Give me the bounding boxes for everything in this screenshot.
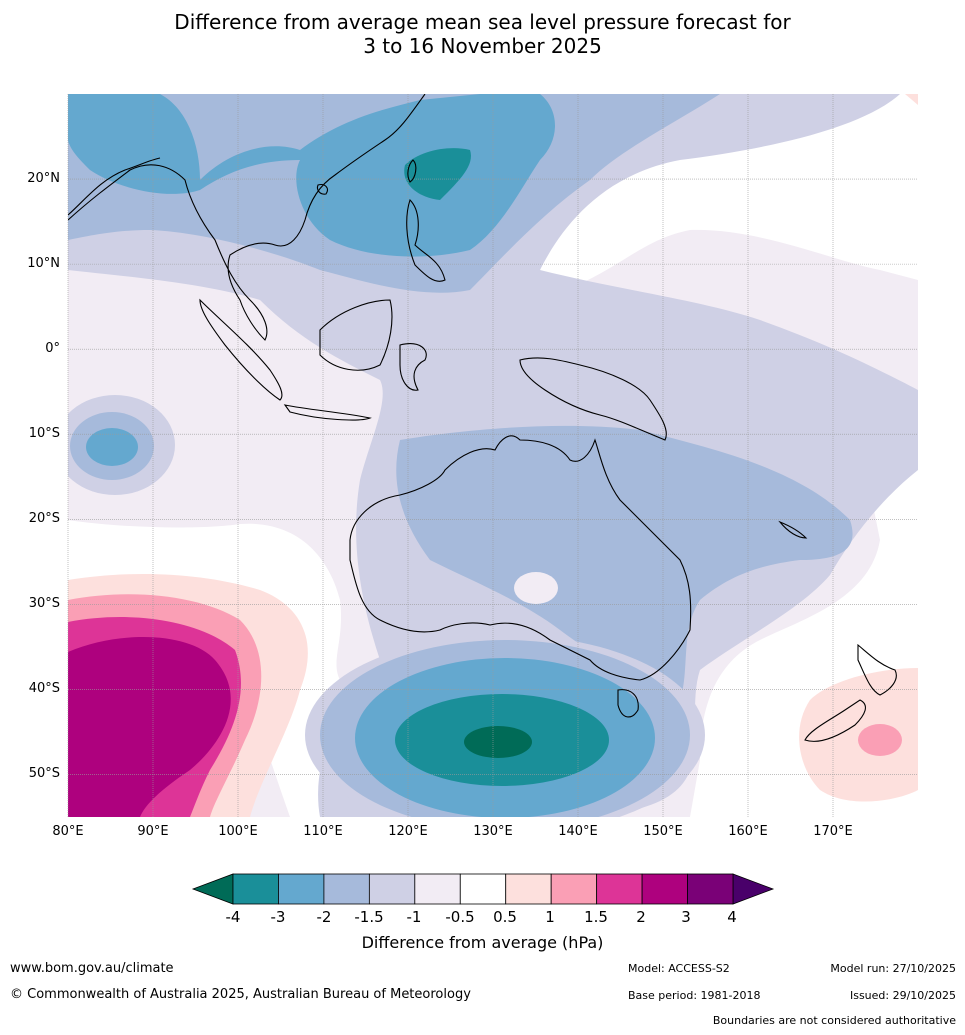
new-zealand-south-coastline [804, 699, 866, 742]
colorbar-tick: -0.5 [445, 908, 475, 926]
colorbar-tick: -2 [316, 908, 332, 926]
new-zealand-north-coastline [857, 643, 897, 696]
borneo-coastline [319, 299, 393, 371]
colorbar-swatch [687, 873, 734, 905]
colorbar-extend-low [191, 873, 234, 905]
anomaly-high-2 [68, 637, 231, 817]
graticule [67, 94, 918, 817]
taiwan-coastline [407, 159, 417, 183]
india-coastline [68, 157, 161, 216]
footer-base-period: Base period: 1981-2018 [628, 989, 761, 1002]
anomaly-band-minus-3-north [404, 148, 471, 200]
australia-coastline [349, 435, 692, 681]
colorbar-swatch [323, 873, 370, 905]
footer-disclaimer: Boundaries are not considered authoritat… [712, 1014, 956, 1027]
lat-label: 20°S [28, 511, 60, 526]
footer-model: Model: ACCESS-S2 [628, 962, 730, 975]
lon-label: 90°E [137, 824, 169, 839]
colorbar-swatch [414, 873, 461, 905]
colorbar-swatch [596, 873, 643, 905]
colorbar-swatch [641, 873, 688, 905]
anomaly-band-minus-2-north [68, 94, 555, 257]
colorbar-swatch [459, 873, 507, 905]
lon-label: 170°E [813, 824, 853, 839]
lat-label: 40°S [28, 681, 60, 696]
new-guinea-coastline [519, 357, 667, 441]
lat-label: 20°N [27, 171, 60, 186]
colorbar-tick: 2 [636, 908, 646, 926]
lon-label: 100°E [218, 824, 258, 839]
footer-website: www.bom.gov.au/climate [10, 961, 174, 976]
colorbar [191, 873, 775, 905]
new-caledonia-coastline [778, 520, 808, 539]
lat-label: 50°S [28, 766, 60, 781]
lon-label: 160°E [728, 824, 768, 839]
colorbar-swatch [505, 873, 552, 905]
colorbar-tick: -1 [406, 908, 422, 926]
asia-mainland-coastline [68, 94, 426, 341]
lat-label: 10°S [28, 426, 60, 441]
tasmania-coastline [617, 689, 639, 718]
colorbar-tick: 0.5 [493, 908, 517, 926]
lon-label: 120°E [388, 824, 428, 839]
colorbar-swatch [368, 873, 416, 905]
lon-label: 80°E [52, 824, 84, 839]
colorbar-extend-high [732, 873, 775, 905]
lat-label: 0° [45, 341, 60, 356]
java-coastline [283, 404, 372, 421]
colorbar-tick: -4 [225, 908, 241, 926]
colorbar-swatch [278, 873, 325, 905]
chart-title: Difference from average mean sea level p… [0, 10, 965, 58]
colorbar-tick: 1 [545, 908, 555, 926]
title-line-1: Difference from average mean sea level p… [174, 10, 791, 34]
colorbar-tick: 3 [681, 908, 691, 926]
anomaly-south-low-core [464, 726, 532, 758]
footer-model-run: Model run: 27/10/2025 [830, 962, 956, 975]
colorbar-tick: -1.5 [354, 908, 384, 926]
philippines-coastline [406, 198, 446, 282]
lat-label: 10°N [27, 256, 60, 271]
anomaly-australia-gap [514, 572, 558, 604]
colorbar-tick: -3 [270, 908, 286, 926]
colorbar-tick: 4 [727, 908, 737, 926]
hainan-coastline [316, 184, 328, 195]
coastlines [68, 94, 897, 742]
colorbar-title: Difference from average (hPa) [361, 933, 604, 952]
sumatra-coastline [199, 298, 283, 401]
lon-label: 150°E [643, 824, 683, 839]
anomaly-band-minus-1-5 [68, 94, 853, 700]
anomaly-nz-high-core [858, 724, 902, 756]
anomaly-nz-high [799, 668, 918, 802]
colorbar-swatch [232, 873, 279, 905]
anomaly-ne-pink [905, 94, 918, 105]
lon-label: 130°E [473, 824, 513, 839]
lon-label: 140°E [558, 824, 598, 839]
anomaly-west-core [86, 428, 138, 466]
title-line-2: 3 to 16 November 2025 [363, 34, 602, 58]
footer-copyright: © Commonwealth of Australia 2025, Austra… [10, 987, 471, 1002]
lon-label: 110°E [303, 824, 343, 839]
colorbar-swatch [550, 873, 598, 905]
pressure-anomaly-field [68, 94, 918, 817]
footer-issued: Issued: 29/10/2025 [849, 989, 956, 1002]
colorbar-tick: 1.5 [584, 908, 608, 926]
sulawesi-coastline [399, 343, 427, 391]
lat-label: 30°S [28, 596, 60, 611]
